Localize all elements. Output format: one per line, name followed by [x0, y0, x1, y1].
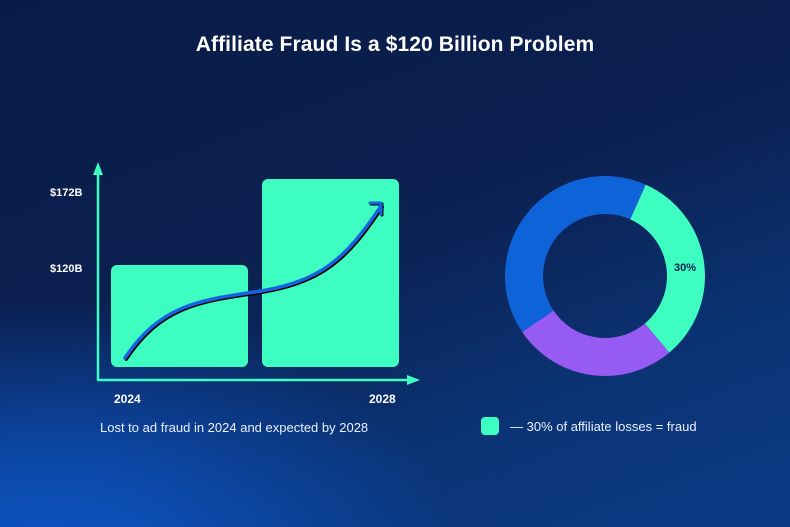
- chart-title: Affiliate Fraud Is a $120 Billion Proble…: [195, 33, 595, 56]
- donut-legend: — 30% of affiliate losses = fraud: [481, 417, 697, 435]
- bar-2024: [111, 265, 248, 367]
- bar-chart-caption: Lost to ad fraud in 2024 and expected by…: [100, 420, 369, 435]
- x-axis-arrow-icon: [407, 375, 420, 385]
- x-tick-2024: 2024: [114, 392, 141, 406]
- bar-2028: [262, 179, 399, 367]
- donut-segment-fraud: [630, 184, 705, 353]
- x-tick-2028: 2028: [369, 392, 396, 406]
- donut-segment-purple: [522, 310, 670, 376]
- y-tick-120b: $120B: [50, 263, 83, 275]
- donut-chart: [505, 176, 705, 376]
- legend-swatch-icon: [481, 417, 499, 435]
- y-tick-172b: $172B: [50, 187, 83, 199]
- trend-arrow-icon: [123, 201, 384, 361]
- donut-segment-blue: [505, 176, 646, 332]
- donut-segment-label: 30%: [674, 262, 697, 274]
- legend-text: — 30% of affiliate losses = fraud: [510, 418, 697, 434]
- y-axis-arrow-icon: [93, 162, 103, 175]
